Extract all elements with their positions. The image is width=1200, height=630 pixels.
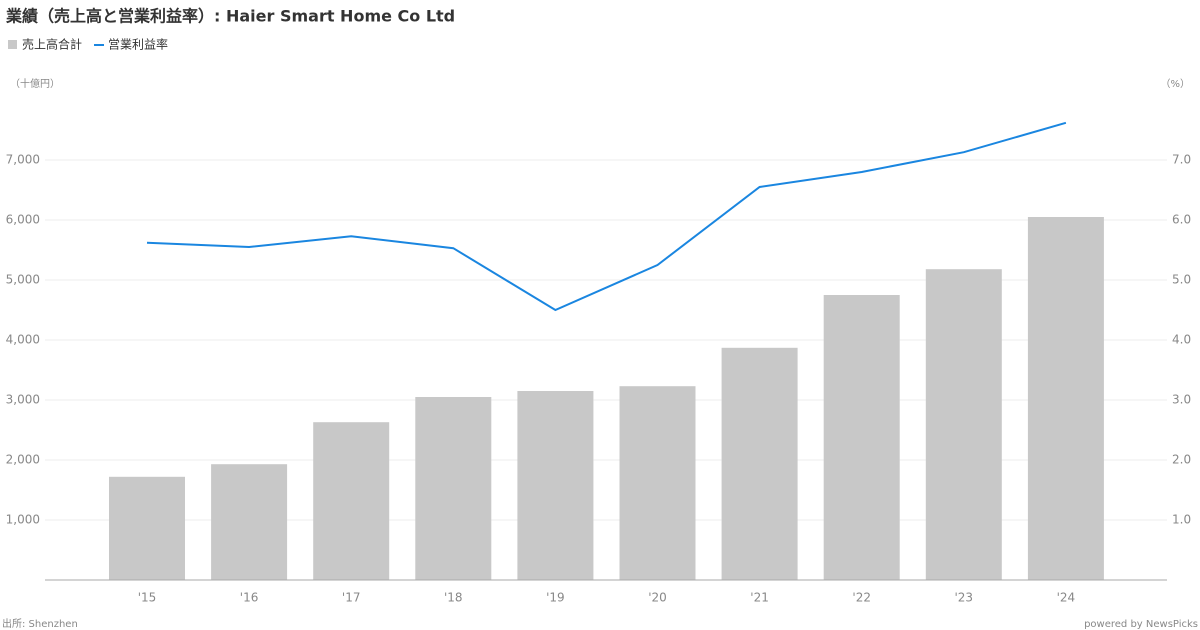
y-tick-label: 5,000 [6, 273, 40, 287]
legend-swatch [8, 40, 17, 49]
y2-tick-label: 2.0 [1172, 453, 1191, 467]
y2-tick-label: 3.0 [1172, 393, 1191, 407]
line [146, 121, 1067, 312]
legend-label: 営業利益率 [108, 37, 168, 52]
x-tick-label: '15 [138, 591, 157, 605]
x-tick-label: '19 [546, 591, 565, 605]
y-axis-label: （十億円） [10, 77, 60, 90]
chart-title: 業績（売上高と営業利益率）: Haier Smart Home Co Ltd [5, 7, 455, 26]
x-tick-label: '18 [444, 591, 463, 605]
x-tick-label: '23 [955, 591, 974, 605]
bar [109, 476, 185, 580]
x-tick-label: '20 [648, 591, 667, 605]
x-tick-label: '21 [750, 591, 769, 605]
y2-tick-label: 1.0 [1172, 513, 1191, 527]
y-tick-label: 4,000 [6, 333, 40, 347]
bar [1027, 217, 1104, 580]
y-tick-label: 7,000 [6, 153, 40, 167]
y-tick-label: 2,000 [6, 453, 40, 467]
y2-axis-label: （%） [1160, 78, 1190, 90]
y2-tick-label: 7.0 [1172, 153, 1191, 167]
credit: powered by NewsPicks [1084, 619, 1198, 630]
y2-tick-label: 5.0 [1172, 273, 1191, 287]
bar [721, 347, 798, 580]
bar [211, 464, 288, 580]
y2-tick-label: 6.0 [1172, 213, 1191, 227]
bar [925, 269, 1002, 580]
source: 出所: Shenzhen [2, 617, 78, 630]
bar [823, 295, 900, 580]
bar [313, 422, 390, 580]
x-tick-label: '22 [852, 591, 871, 605]
y-tick-label: 3,000 [6, 393, 40, 407]
y2-tick-label: 4.0 [1172, 333, 1191, 347]
bar [415, 397, 492, 580]
legend-label: 売上高合計 [22, 37, 82, 52]
x-tick-label: '24 [1057, 591, 1076, 605]
y-tick-label: 6,000 [6, 213, 40, 227]
y-tick-label: 1,000 [6, 513, 40, 527]
bar [517, 391, 594, 580]
x-tick-label: '16 [240, 591, 259, 605]
bar [619, 386, 696, 580]
x-tick-label: '17 [342, 591, 361, 605]
